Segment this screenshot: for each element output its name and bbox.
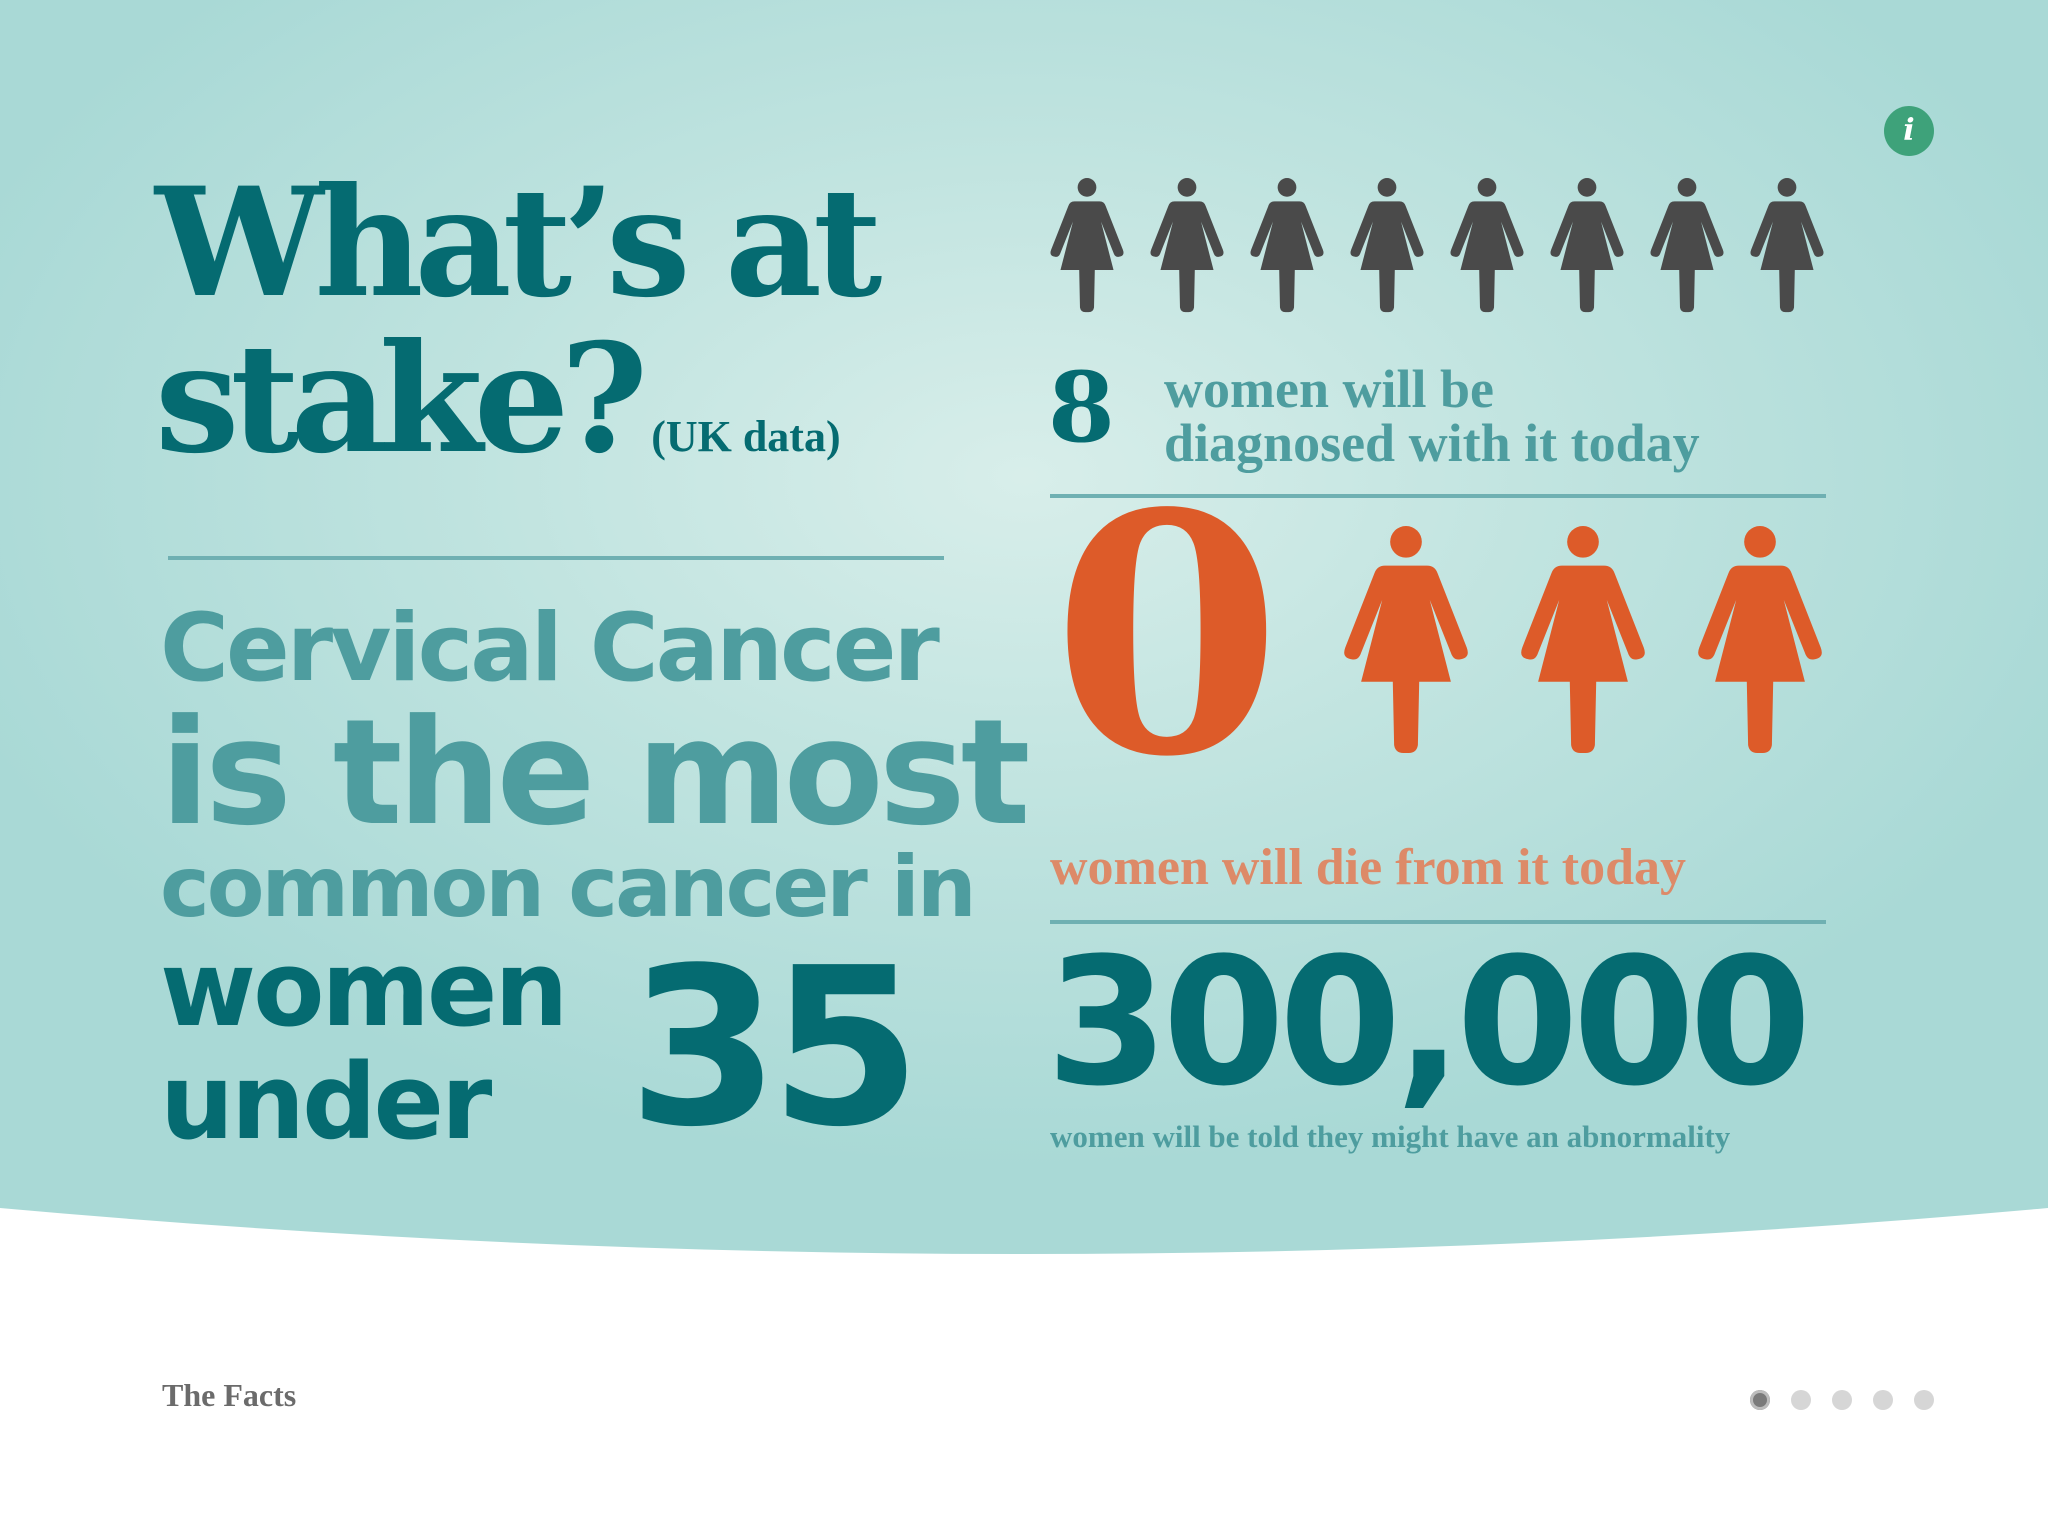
woman-figure-icon	[1350, 178, 1424, 313]
woman-figure-icon	[1521, 526, 1645, 754]
diagnosed-text: women will be diagnosed with it today	[1164, 362, 1700, 470]
diagnosed-figures	[1050, 178, 1824, 313]
cervical-line-5: under	[160, 1041, 492, 1163]
hero-panel: i What’s at stake? (UK data) Cervical Can…	[0, 0, 2048, 1254]
woman-figure-icon	[1698, 526, 1822, 754]
deaths-figures	[1344, 526, 1822, 754]
page-dot[interactable]	[1873, 1390, 1893, 1410]
section-title: The Facts	[162, 1377, 297, 1413]
deaths-number: 0	[1052, 441, 1282, 829]
woman-figure-icon	[1750, 178, 1824, 313]
cervical-line-2: is the most	[160, 688, 1030, 858]
divider-right-2	[1050, 920, 1826, 924]
woman-figure-icon	[1050, 178, 1124, 313]
diagnosed-line-1: women will be	[1164, 359, 1494, 419]
info-button[interactable]: i	[1884, 106, 1934, 156]
woman-figure-icon	[1250, 178, 1324, 313]
diagnosed-line-2: diagnosed with it today	[1164, 413, 1700, 473]
divider-left	[168, 556, 944, 560]
cervical-line-1: Cervical Cancer	[160, 594, 940, 703]
deaths-text: women will die from it today	[1050, 839, 1686, 896]
title-note: (UK data)	[651, 412, 841, 461]
page-dot[interactable]	[1914, 1390, 1934, 1410]
panel-background	[0, 0, 2048, 1254]
page-dot[interactable]	[1832, 1390, 1852, 1410]
woman-figure-icon	[1344, 526, 1468, 754]
woman-figure-icon	[1550, 178, 1624, 313]
diagnosed-number: 8	[1048, 351, 1115, 464]
woman-figure-icon	[1650, 178, 1724, 313]
title-line-2: stake?	[155, 311, 648, 487]
page-dot[interactable]	[1750, 1390, 1770, 1410]
title-line-1: What’s at	[155, 155, 882, 331]
woman-figure-icon	[1150, 178, 1224, 313]
divider-right-1	[1050, 494, 1826, 498]
cervical-line-3: common cancer in	[160, 838, 977, 936]
page-dot[interactable]	[1791, 1390, 1811, 1410]
cervical-line-4: women	[160, 928, 568, 1050]
abnormality-number: 300,000	[1046, 920, 1812, 1125]
info-icon: i	[1903, 113, 1915, 148]
abnormality-text: women will be told they might have an ab…	[1050, 1119, 1731, 1154]
page-title: What’s at stake? (UK data)	[155, 168, 882, 512]
page-indicator	[1750, 1390, 1934, 1410]
age-35: 35	[628, 922, 921, 1175]
woman-figure-icon	[1450, 178, 1524, 313]
